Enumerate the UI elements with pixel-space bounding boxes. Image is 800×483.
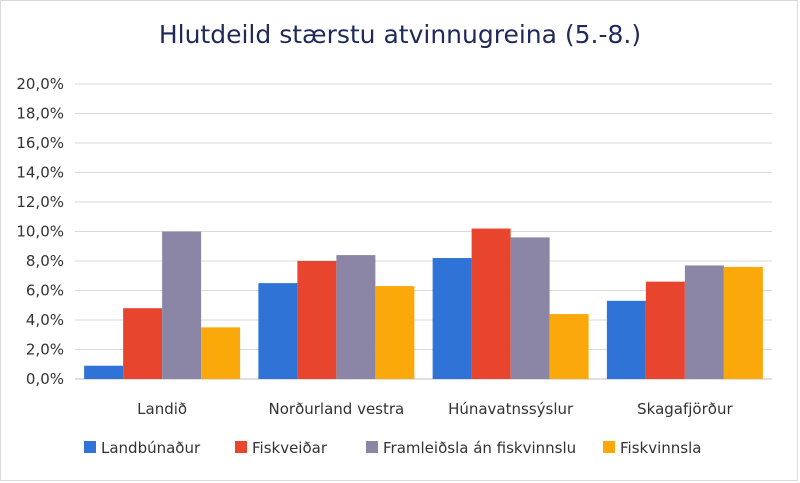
bar	[432, 258, 472, 379]
x-tick-label: Skagafjörður	[637, 400, 733, 418]
bar	[471, 228, 511, 379]
bar	[549, 314, 589, 379]
bar	[84, 365, 124, 379]
legend-swatch	[235, 441, 247, 453]
chart-title: Hlutdeild stærstu atvinnugreina (5.-8.)	[158, 20, 642, 49]
x-tick-label: Norðurland vestra	[269, 400, 405, 418]
legend-label: Fiskvinnsla	[620, 439, 701, 457]
y-tick-label: 0,0%	[26, 370, 64, 388]
y-tick-label: 14,0%	[16, 164, 64, 182]
bar	[336, 255, 376, 379]
bar	[684, 265, 724, 379]
bar	[123, 308, 163, 379]
bar	[645, 281, 685, 379]
y-tick-label: 2,0%	[26, 341, 64, 359]
bar	[510, 237, 550, 379]
legend-label: Landbúnaður	[101, 439, 201, 457]
legend-label: Fiskveiðar	[252, 439, 328, 457]
legend: Landbúnaður Fiskveiðar Framleiðsla án fisk…	[84, 439, 701, 457]
x-axis: Landið Norðurland vestra Húnavatnssýslur Sk…	[137, 400, 733, 418]
y-tick-label: 18,0%	[16, 105, 64, 123]
bar	[162, 231, 202, 379]
bar	[258, 283, 298, 379]
legend-swatch	[366, 441, 378, 453]
bar	[375, 286, 415, 379]
legend-swatch	[603, 441, 615, 453]
y-tick-label: 10,0%	[16, 223, 64, 241]
y-tick-label: 4,0%	[26, 311, 64, 329]
y-tick-label: 12,0%	[16, 193, 64, 211]
y-axis: 0,0% 2,0% 4,0% 6,0% 8,0% 10,0% 12,0% 14,0% 16,0%…	[16, 75, 64, 388]
bar	[723, 266, 763, 379]
legend-label: Framleiðsla án fiskvinnslu	[383, 439, 576, 457]
y-tick-label: 16,0%	[16, 134, 64, 152]
legend-swatch	[84, 441, 96, 453]
x-tick-label: Húnavatnssýslur	[448, 400, 574, 418]
y-tick-label: 20,0%	[16, 75, 64, 93]
bar	[297, 261, 337, 379]
y-tick-label: 6,0%	[26, 282, 64, 300]
bar	[201, 327, 241, 379]
y-tick-label: 8,0%	[26, 252, 64, 270]
bars	[84, 228, 763, 379]
x-tick-label: Landið	[137, 400, 187, 418]
bar	[606, 300, 646, 379]
